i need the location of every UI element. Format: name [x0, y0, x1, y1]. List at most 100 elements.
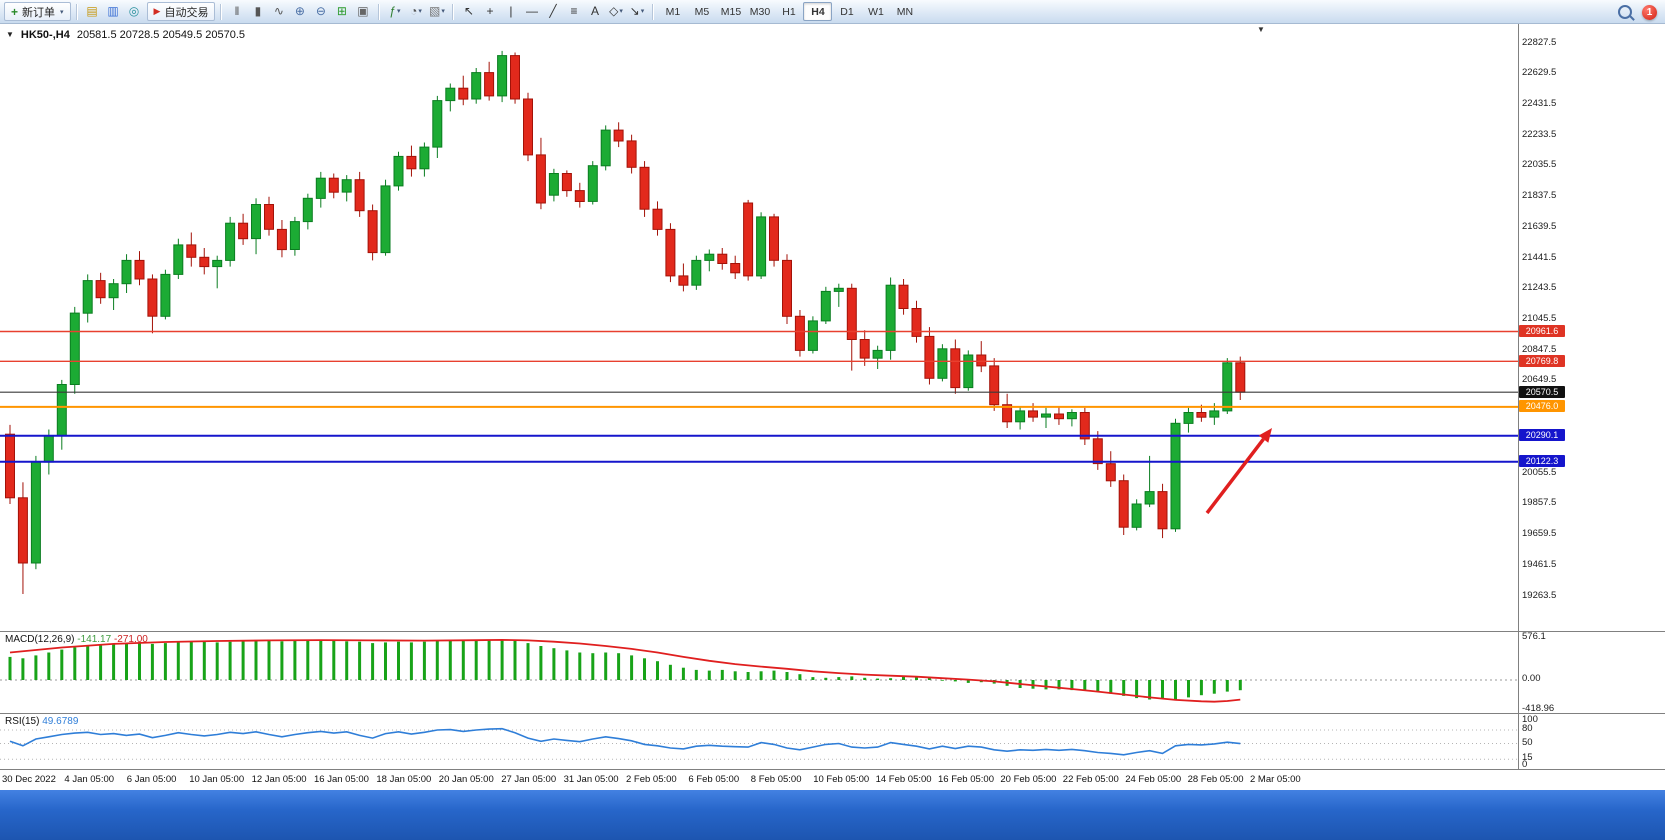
- zoom-out-icon[interactable]: ⊖: [315, 4, 326, 18]
- time-axis-label: 14 Feb 05:00: [875, 774, 932, 785]
- arrows-icon[interactable]: ↘ ▾: [626, 2, 647, 21]
- dropdown-caret-icon: ▾: [441, 8, 445, 15]
- chart-symbol-period: HK50-,H4: [20, 29, 70, 41]
- toolbar-separator: [452, 3, 454, 20]
- toolbar-separator: [75, 3, 77, 20]
- new-order-label: 新订单: [22, 6, 56, 19]
- macd-signal-value: -271.00: [113, 634, 148, 645]
- time-axis-label: 20 Feb 05:00: [1000, 774, 1057, 785]
- timeframe-mn-button[interactable]: MN: [896, 5, 914, 18]
- new-order-button[interactable]: + 新订单 ▾: [4, 2, 71, 21]
- dropdown-caret-icon: ▾: [60, 8, 64, 16]
- trendline-icon[interactable]: ╱: [549, 4, 557, 18]
- auto-trading-label: 自动交易: [164, 6, 209, 19]
- periods-icon[interactable]: ◔ ▾: [405, 2, 426, 21]
- rsi-label: RSI(15) 49.6789: [5, 716, 78, 727]
- candlesticks: [5, 50, 1246, 594]
- crosshair-icon[interactable]: +: [486, 4, 494, 18]
- macd-signal-line: [9, 638, 1241, 703]
- time-axis-label: 10 Feb 05:00: [813, 774, 870, 785]
- time-axis-label: 16 Feb 05:00: [938, 774, 994, 785]
- shapes-icon[interactable]: ◇ ▾: [605, 2, 626, 21]
- rsi-panel: RSI(15) 49.6789: [0, 713, 1665, 769]
- dropdown-caret-icon: ▾: [397, 8, 401, 15]
- timeframe-w1-button[interactable]: W1: [868, 5, 884, 18]
- dropdown-caret-icon: ▾: [619, 8, 623, 15]
- time-axis-label: 16 Jan 05:00: [314, 774, 369, 785]
- timeframe-m30-button[interactable]: M30: [749, 5, 771, 18]
- market-watch-icon[interactable]: ◎: [128, 4, 140, 18]
- toolbar-group-windows: ▤ ▥ ◎: [82, 2, 145, 21]
- time-axis-label: 27 Jan 05:00: [501, 774, 557, 785]
- text-icon[interactable]: A: [590, 4, 599, 18]
- toolbar-separator: [652, 3, 654, 20]
- line-chart-icon[interactable]: ∿: [273, 4, 284, 18]
- new-order-icon: +: [11, 4, 19, 19]
- charts-icon[interactable]: ▤: [86, 4, 98, 18]
- tile-windows-icon[interactable]: ⊞: [336, 4, 347, 18]
- macd-main-value: -141.17: [77, 634, 112, 645]
- candlestick-icon[interactable]: ▮: [254, 4, 262, 18]
- time-axis-label: 2 Feb 05:00: [626, 774, 677, 785]
- timeframe-h4-button[interactable]: H4: [803, 2, 833, 21]
- time-axis-label: 28 Feb 05:00: [1187, 774, 1244, 785]
- timeframe-h1-button[interactable]: H1: [782, 5, 796, 18]
- horizontal-line-icon[interactable]: —: [525, 4, 538, 18]
- timeframe-m15-button[interactable]: M15: [720, 5, 742, 18]
- time-axis-label: 22 Feb 05:00: [1062, 774, 1119, 785]
- trend-arrow[interactable]: [1205, 438, 1265, 515]
- time-axis-label: 6 Feb 05:00: [688, 774, 740, 785]
- dropdown-caret-icon: ▾: [640, 8, 645, 15]
- templates-icon[interactable]: ▧ ▾: [426, 2, 447, 21]
- arrange-windows-icon[interactable]: ▣: [357, 4, 369, 18]
- timeframe-buttons: M1 M5 M15 M30 H1 H4 D1 W1 MN: [658, 2, 919, 21]
- rsi-canvas: [0, 727, 1518, 760]
- indicators-icon[interactable]: ƒ ▾: [384, 2, 405, 21]
- timeframe-m1-button[interactable]: M1: [665, 5, 681, 18]
- one-click-trading-toggle-icon[interactable]: ▼: [6, 30, 14, 39]
- time-axis-label: 8 Feb 05:00: [750, 774, 802, 785]
- toolbar: + 新订单 ▾ ▤ ▥ ◎ ▶ 自动交易 ‖ ▮ ∿ ⊕ ⊖ ⊞ ▣ ƒ ▾ ◔ ▾ ▧ ▾ ↖ + | — ╱ ≡…: [0, 0, 1665, 24]
- time-axis-label: 24 Feb 05:00: [1125, 774, 1182, 785]
- zoom-in-icon[interactable]: ⊕: [294, 4, 305, 18]
- macd-panel: MACD(12,26,9) -141.17 -271.00: [0, 631, 1665, 713]
- time-axis-label: 2 Mar 05:00: [1250, 774, 1301, 785]
- macd-histogram: [8, 639, 1242, 701]
- timeframe-m5-button[interactable]: M5: [694, 5, 710, 18]
- toolbar-separator: [378, 3, 380, 20]
- macd-canvas: [0, 638, 1518, 703]
- time-axis-label: 30 Dec 2022: [2, 774, 56, 785]
- cursor-icon[interactable]: ↖: [463, 4, 474, 18]
- time-axis-label: 20 Jan 05:00: [438, 774, 494, 785]
- toolbar-group-indicators: ƒ ▾ ◔ ▾ ▧ ▾: [384, 2, 447, 21]
- timeframe-d1-button[interactable]: D1: [840, 5, 854, 18]
- rsi-value: 49.6789: [42, 716, 79, 727]
- price-chart-canvas[interactable]: [0, 24, 1665, 631]
- toolbar-group-drawing-tools: ↖ + | — ╱ ≡ A ◇ ▾ ↘ ▾: [458, 2, 647, 21]
- time-axis[interactable]: 30 Dec 2022 4 Jan 05:00 6 Jan 05:00 10 Jan …: [0, 769, 1665, 790]
- trend-arrow-head: [1258, 428, 1272, 443]
- axis-separator-line: [1518, 24, 1519, 769]
- vertical-line-icon[interactable]: |: [509, 4, 513, 18]
- chart-shift-marker-icon[interactable]: ▼: [1257, 25, 1265, 34]
- time-axis-label: 10 Jan 05:00: [189, 774, 245, 785]
- fibonacci-icon[interactable]: ≡: [570, 4, 578, 18]
- search-icon[interactable]: [1618, 5, 1632, 19]
- macd-title: MACD(12,26,9): [5, 634, 75, 645]
- auto-trading-icon: ▶: [153, 6, 161, 16]
- chart-title: ▼ HK50-,H4 20581.5 20728.5 20549.5 20570…: [6, 29, 245, 41]
- time-axis-label: 4 Jan 05:00: [64, 774, 115, 785]
- macd-label: MACD(12,26,9) -141.17 -271.00: [5, 634, 148, 645]
- time-axis-label: 18 Jan 05:00: [376, 774, 432, 785]
- auto-trading-button[interactable]: ▶ 自动交易: [146, 2, 216, 21]
- bar-chart-icon[interactable]: ‖: [234, 4, 240, 18]
- rsi-line: [9, 727, 1241, 756]
- dropdown-caret-icon: ▾: [418, 8, 422, 15]
- notification-badge[interactable]: 1: [1642, 4, 1657, 20]
- rsi-title: RSI(15): [5, 716, 40, 727]
- chart-ohlc-values: 20581.5 20728.5 20549.5 20570.5: [76, 29, 246, 41]
- toolbar-right: 1: [1618, 0, 1657, 24]
- time-axis-label: 6 Jan 05:00: [126, 774, 177, 785]
- time-axis-label: 31 Jan 05:00: [563, 774, 619, 785]
- profiles-icon[interactable]: ▥: [107, 4, 119, 18]
